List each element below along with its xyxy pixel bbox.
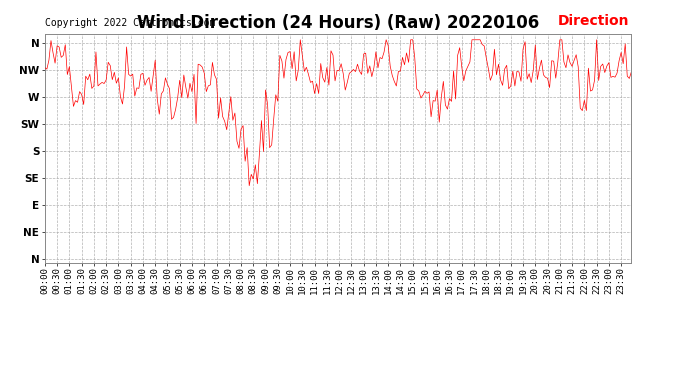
Text: Direction: Direction <box>558 14 629 28</box>
Text: Copyright 2022 Cartronics.com: Copyright 2022 Cartronics.com <box>45 18 215 28</box>
Title: Wind Direction (24 Hours) (Raw) 20220106: Wind Direction (24 Hours) (Raw) 20220106 <box>137 14 539 32</box>
